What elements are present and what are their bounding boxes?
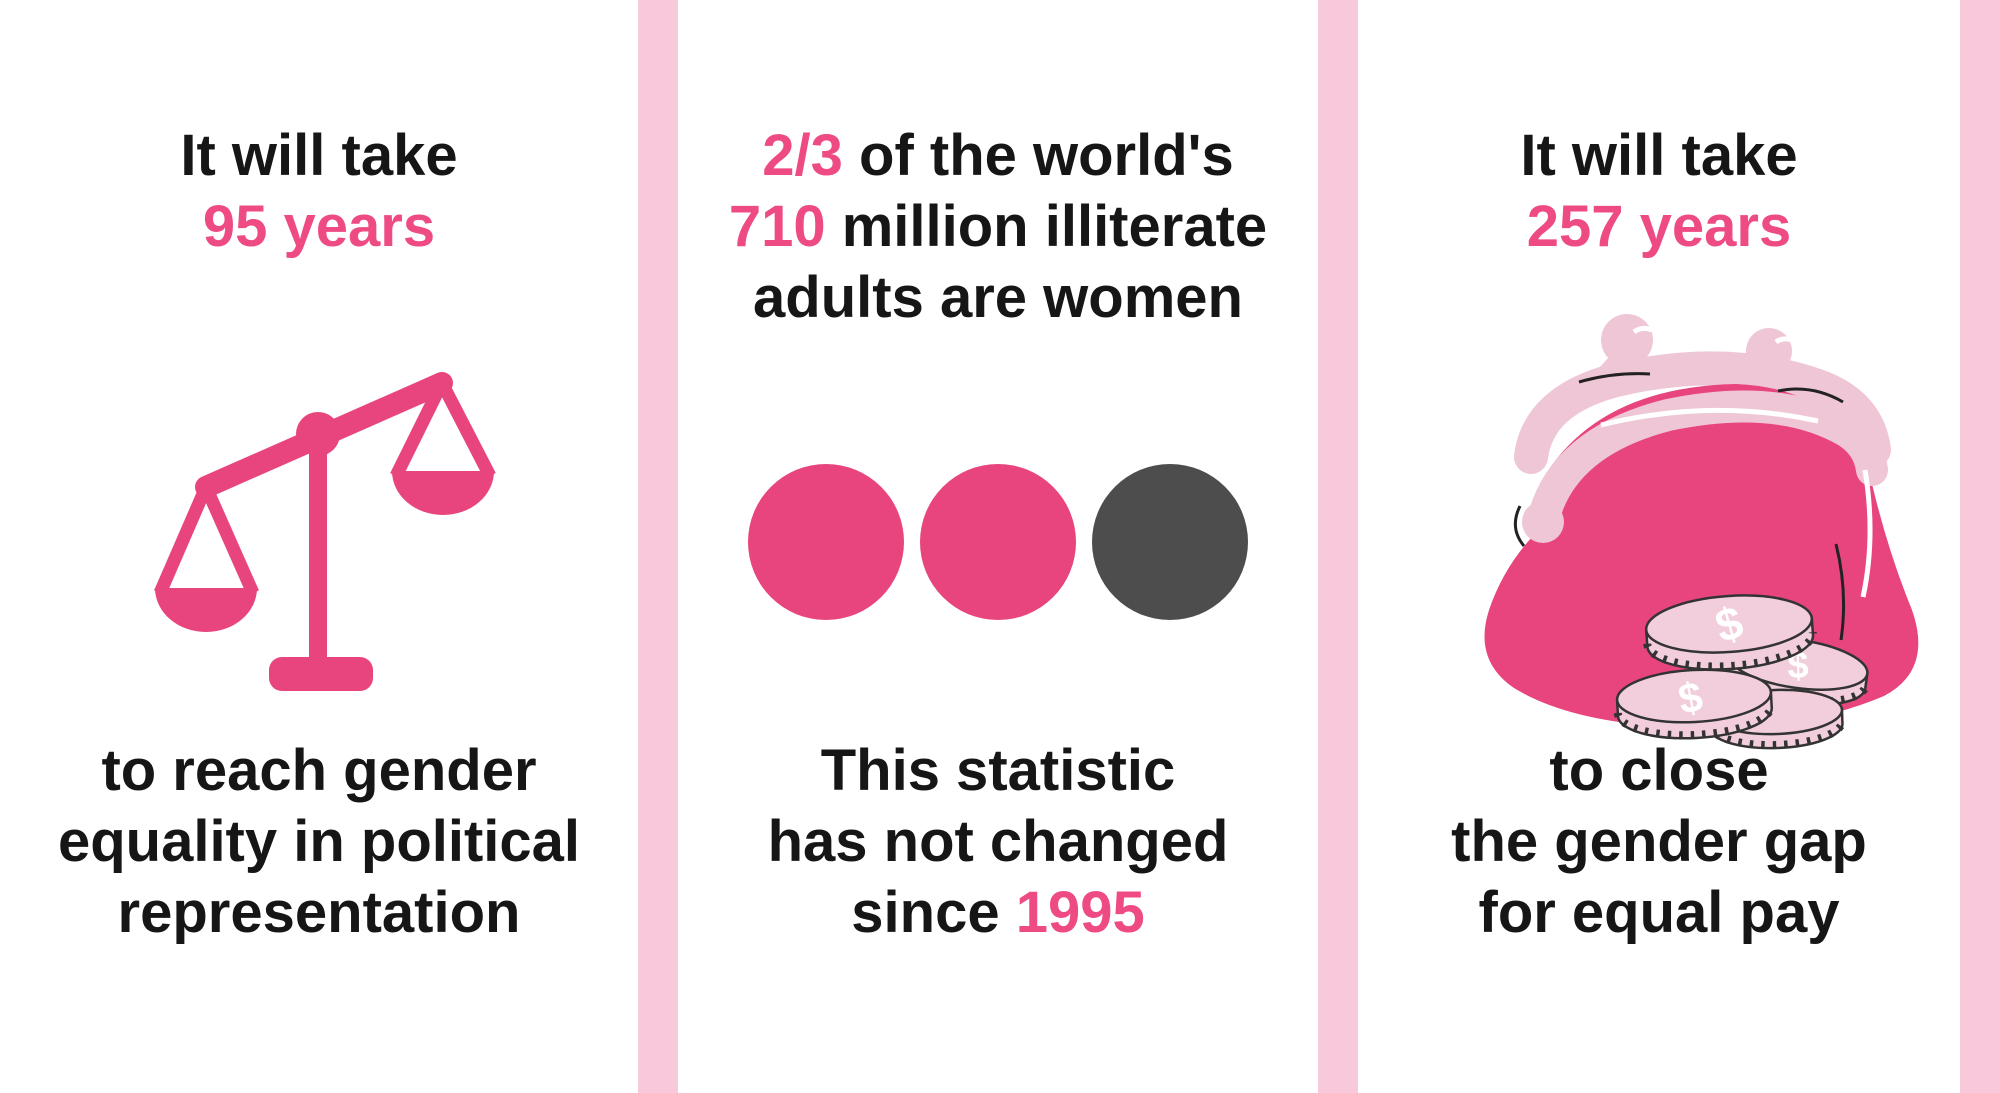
header-line: adults are women xyxy=(753,265,1243,330)
header-stat: 95 years xyxy=(202,194,436,259)
right-edge-bar xyxy=(1960,0,2000,1093)
header-stat: 257 years xyxy=(1526,194,1792,259)
header-stat: 2/3 xyxy=(762,123,843,188)
panel-illiteracy: 2/3 of the world's 710 million illiterat… xyxy=(678,0,1318,1093)
footer-line: the gender gap xyxy=(1451,809,1867,874)
footer-line: since 1995 xyxy=(678,877,1318,948)
proportion-dots-chart xyxy=(678,464,1318,620)
panel-3-header: It will take 257 years xyxy=(1358,120,1960,262)
footer-line: equality in political xyxy=(57,809,581,874)
panel-equal-pay: It will take 257 years xyxy=(1358,0,1960,1093)
header-text: of the world's xyxy=(842,123,1234,188)
coin: $ xyxy=(1643,594,1817,671)
panel-1-footer: to reach gender equality in political re… xyxy=(0,735,638,948)
header-line: It will take xyxy=(1520,123,1798,188)
header-line: It will take xyxy=(180,123,458,188)
proportion-dot-filled-1 xyxy=(748,464,904,620)
header-line: 2/3 of the world's xyxy=(678,120,1318,191)
footer-line: to reach gender xyxy=(101,738,537,803)
panel-2-header: 2/3 of the world's 710 million illiterat… xyxy=(678,120,1318,333)
footer-line: This statistic xyxy=(820,738,1176,803)
footer-text: since xyxy=(851,880,1016,945)
proportion-dot-filled-2 xyxy=(920,464,1076,620)
panel-2-footer: This statistic has not changed since 199… xyxy=(678,735,1318,948)
panel-3-footer: to close the gender gap for equal pay xyxy=(1358,735,1960,948)
coin-purse-icon: $ $ xyxy=(1446,292,1946,772)
divider-bar-right xyxy=(1318,0,1358,1093)
balance-scale-icon xyxy=(119,280,519,710)
panel-1-header: It will take 95 years xyxy=(0,120,638,262)
header-text: million illiterate xyxy=(825,194,1268,259)
footer-line: to close xyxy=(1549,738,1769,803)
divider-bar-left xyxy=(638,0,678,1093)
header-stat: 710 xyxy=(728,194,826,259)
coin: $ xyxy=(1613,668,1776,740)
header-line: 710 million illiterate xyxy=(678,191,1318,262)
footer-line: has not changed xyxy=(767,809,1229,874)
footer-line: for equal pay xyxy=(1478,880,1840,945)
proportion-dot-gray xyxy=(1092,464,1248,620)
panel-political-representation: It will take 95 years to reach g xyxy=(0,0,638,1093)
footer-stat: 1995 xyxy=(1015,880,1145,945)
footer-line: representation xyxy=(117,880,521,945)
